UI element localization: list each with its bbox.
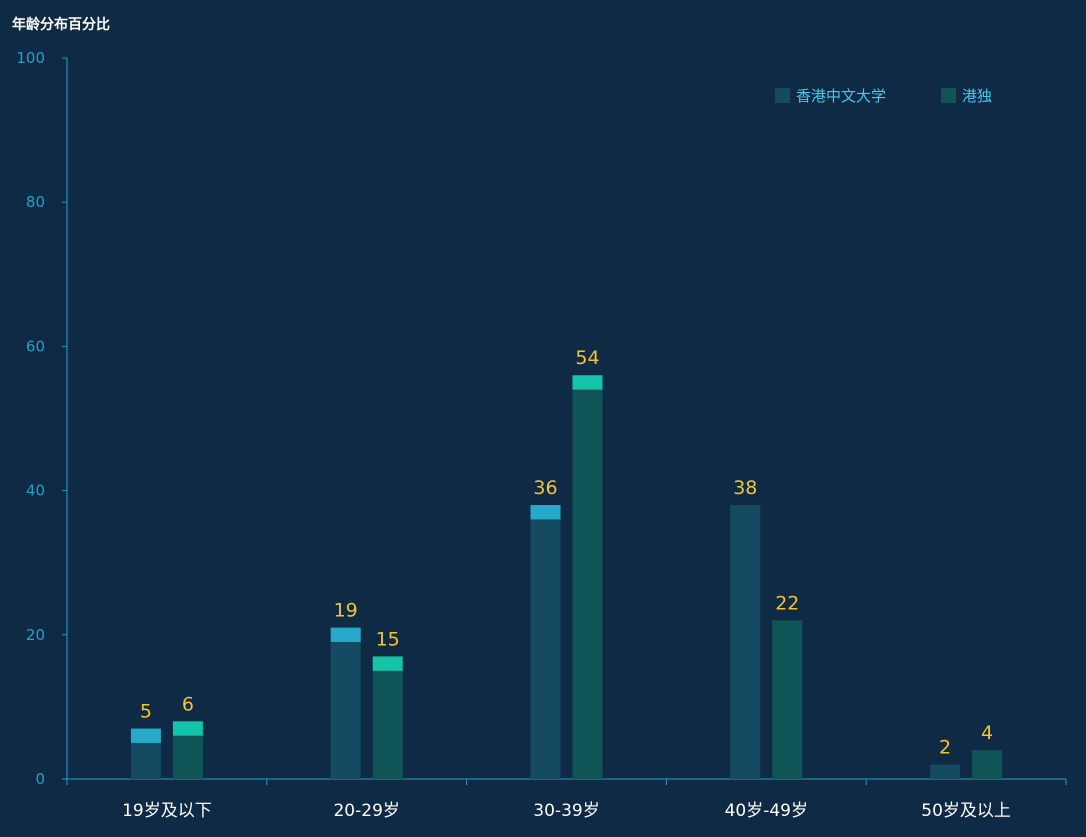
legend-swatch[interactable] [775,88,790,103]
chart-title: 年龄分布百分比 [12,17,110,33]
bar-cap [330,627,361,643]
legend-swatch[interactable] [941,88,956,103]
bar-cap [130,728,161,743]
legend-label[interactable]: 港独 [962,87,992,105]
x-tick-label: 50岁及以上 [921,801,1011,821]
data-label: 19 [334,600,358,622]
data-label: 4 [981,722,993,744]
data-label: 5 [140,701,152,723]
data-label: 6 [182,693,194,715]
data-label: 54 [575,347,599,369]
bar-cap [572,375,603,390]
data-label: 22 [775,592,799,614]
data-label: 38 [733,477,757,499]
x-tick-label: 20-29岁 [333,801,399,821]
bar-hk [372,670,403,779]
bar-cap [530,505,561,520]
bar-hk [772,620,803,779]
bar-cap [372,656,403,671]
data-label: 36 [533,477,557,499]
x-tick-label: 40岁-49岁 [725,801,808,821]
y-tick-label: 100 [16,49,45,67]
bar-hk [572,389,603,779]
bar-hk [972,750,1003,779]
data-label: 15 [376,628,400,650]
bar-cuhk [730,505,761,779]
data-label: 2 [939,737,951,759]
bar-cuhk [330,642,361,779]
y-tick-label: 80 [26,193,45,211]
x-tick-label: 30-39岁 [533,801,599,821]
bar-hk [172,735,203,779]
y-tick-label: 20 [26,626,45,644]
bar-cap [172,721,203,736]
y-tick-label: 0 [35,770,45,788]
y-tick-label: 60 [26,337,45,355]
bar-cuhk [530,519,561,779]
bar-cuhk [130,742,161,779]
legend-label[interactable]: 香港中文大学 [796,87,886,105]
x-tick-label: 19岁及以下 [122,801,212,821]
bar-cuhk [930,764,961,779]
y-tick-label: 40 [26,482,45,500]
